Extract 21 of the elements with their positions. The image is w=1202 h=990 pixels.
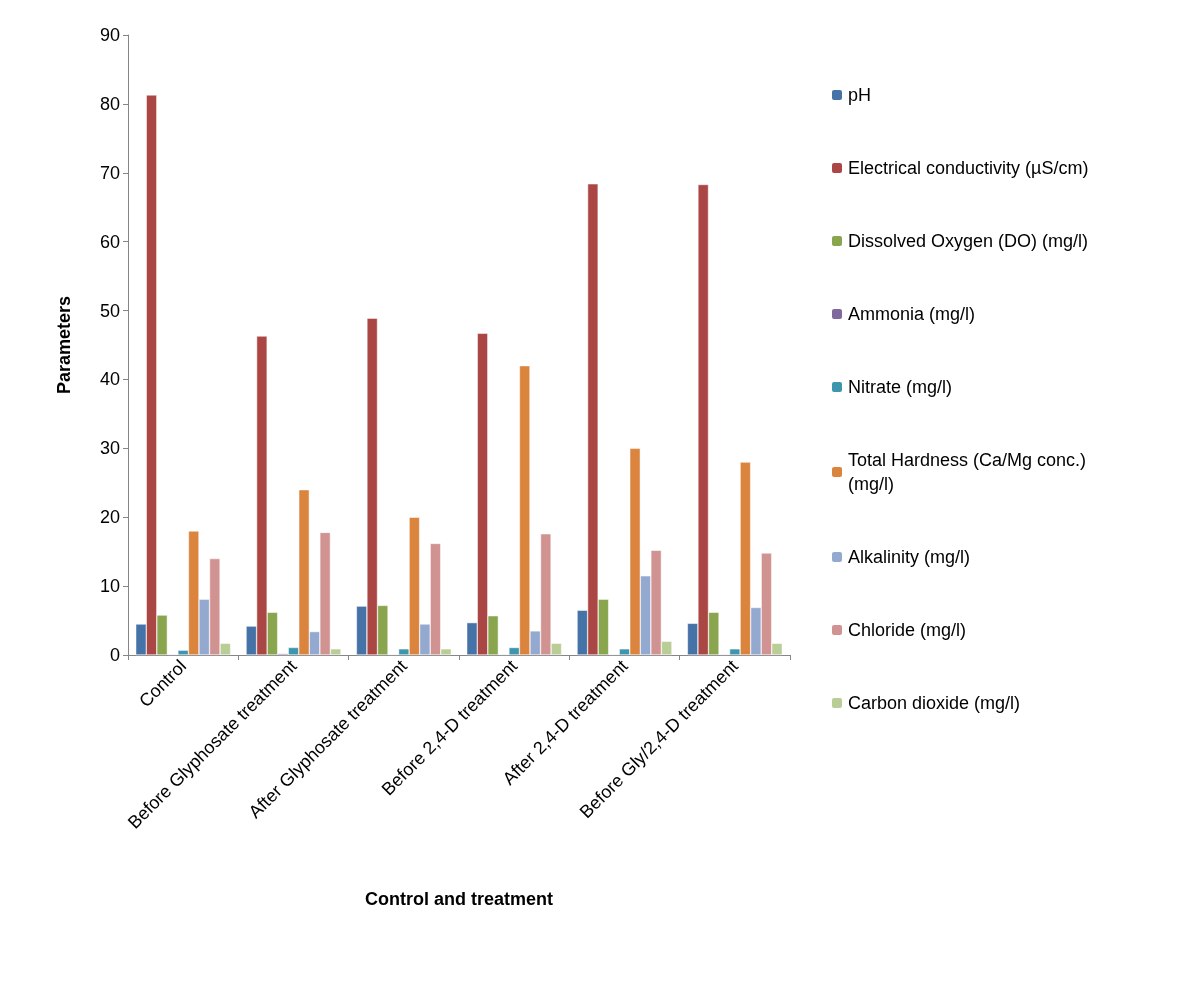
- y-tick-label: 80: [99, 93, 120, 114]
- legend-label: Total Hardness (Ca/Mg conc.) (mg/l): [848, 450, 1092, 494]
- y-axis-title: Parameters: [54, 295, 74, 395]
- y-tick-label: 70: [99, 162, 120, 183]
- y-tick-label: 10: [99, 576, 120, 597]
- y-tick-label: 90: [99, 25, 120, 45]
- legend-label: Carbon dioxide (mg/l): [848, 693, 1021, 713]
- y-tick-label: 20: [99, 507, 120, 528]
- legend-label: Ammonia (mg/l): [848, 304, 976, 324]
- legend-label: pH: [848, 85, 872, 105]
- y-tick-label: 0: [109, 645, 120, 665]
- legend-label: Nitrate (mg/l): [848, 377, 953, 397]
- y-tick-label: 60: [99, 231, 120, 252]
- y-tick-label: 30: [99, 438, 120, 459]
- y-tick-label: 40: [99, 369, 120, 390]
- y-tick-label: 50: [99, 300, 120, 321]
- legend-label: Electrical conductivity (µS/cm): [848, 158, 1089, 178]
- legend-label: Dissolved Oxygen (DO) (mg/l): [848, 231, 1089, 251]
- legend-label: Alkalinity (mg/l): [848, 547, 971, 567]
- x-axis-title: Control and treatment: [364, 889, 554, 909]
- legend-label: Chloride (mg/l): [848, 620, 967, 640]
